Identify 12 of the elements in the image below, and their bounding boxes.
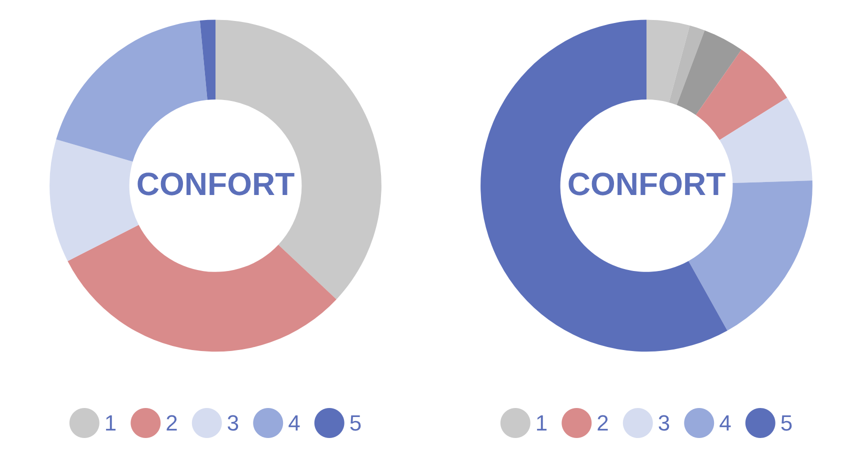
text: CONFORT xyxy=(136,166,296,202)
legend-label: 2 xyxy=(166,410,178,436)
legend-label: 1 xyxy=(104,410,117,436)
legend-label: 3 xyxy=(658,410,670,436)
legend-label: 5 xyxy=(780,410,793,436)
legend-label: 2 xyxy=(596,410,609,436)
legend-label: 4 xyxy=(719,410,732,436)
legend-label: 1 xyxy=(535,410,548,436)
legend-label: 5 xyxy=(349,410,362,436)
legend-label: 4 xyxy=(288,410,300,436)
legend-label: 3 xyxy=(226,410,240,436)
text: CONFORT xyxy=(567,166,726,202)
